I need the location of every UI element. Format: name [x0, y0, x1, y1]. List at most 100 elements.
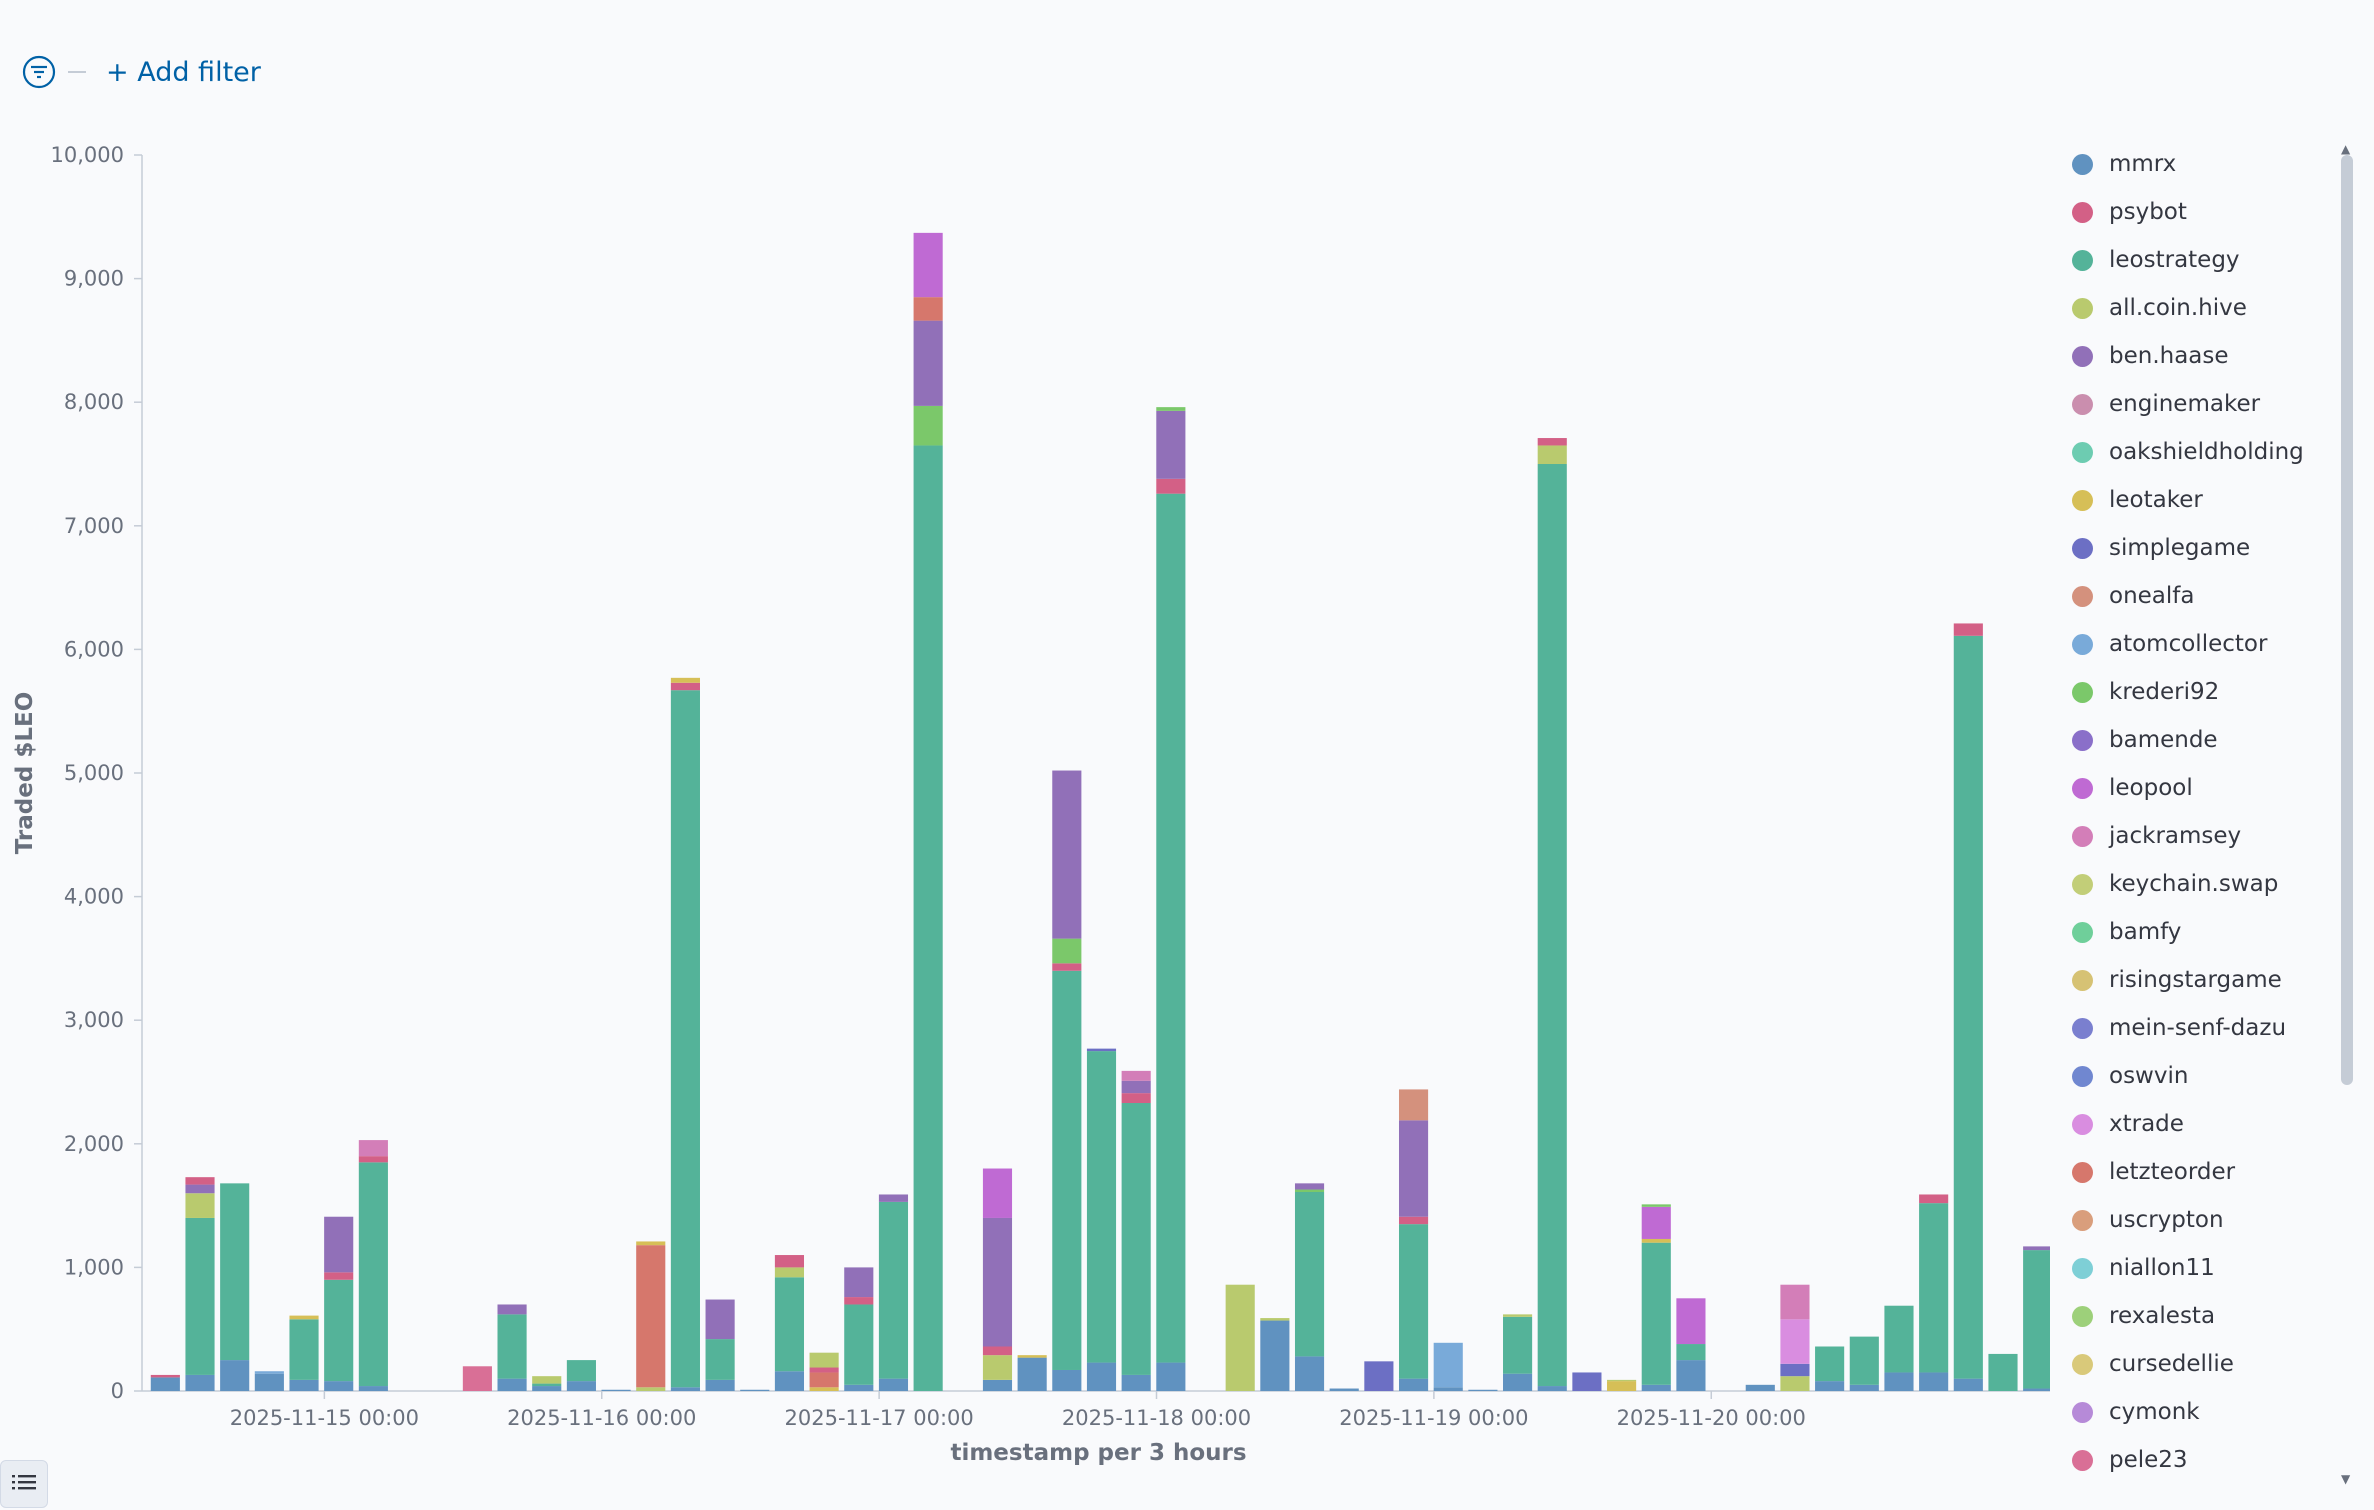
bar-stack-26[interactable]: [1052, 770, 1082, 1391]
bar-segment-leopool[interactable]: [982, 1168, 1013, 1218]
bar-segment-psybot[interactable]: [1953, 623, 1983, 636]
bar-segment-leostrategy[interactable]: [1884, 1305, 1914, 1373]
filter-icon[interactable]: [22, 55, 56, 89]
bar-segment-ben-haase[interactable]: [982, 1217, 1013, 1347]
bar-segment-jackramsey[interactable]: [1780, 1284, 1810, 1320]
bar-segment-leotaker[interactable]: [1017, 1355, 1047, 1358]
bar-stack-22[interactable]: [913, 232, 943, 1392]
legend-item-bamfy[interactable]: bamfy: [2066, 908, 2336, 956]
bar-stack-24[interactable]: [982, 1168, 1013, 1391]
bar-segment-mmrx[interactable]: [1017, 1357, 1047, 1391]
bar-segment-leostrategy[interactable]: [844, 1304, 874, 1385]
bar-segment-ben-haase[interactable]: [1121, 1080, 1151, 1094]
bar-segment-psybot[interactable]: [1919, 1194, 1949, 1204]
bar-stack-47[interactable]: [1780, 1284, 1810, 1391]
bar-segment-leostrategy[interactable]: [705, 1339, 735, 1380]
legend-item-pele23[interactable]: pele23: [2066, 1436, 2336, 1484]
bar-segment-leostrategy[interactable]: [1676, 1344, 1706, 1361]
bar-segment-mmrx[interactable]: [497, 1378, 527, 1391]
bar-segment-leostrategy[interactable]: [913, 445, 943, 1392]
legend-scrollbar-thumb[interactable]: [2341, 155, 2353, 1085]
bar-segment-mmrx[interactable]: [1676, 1360, 1706, 1391]
bar-segment-leostrategy[interactable]: [670, 690, 700, 1388]
legend-item-bamende[interactable]: bamende: [2066, 716, 2336, 764]
legend-item-onealfa[interactable]: onealfa: [2066, 572, 2336, 620]
legend-item-rexalesta[interactable]: rexalesta: [2066, 1292, 2336, 1340]
legend-item-cymonk[interactable]: cymonk: [2066, 1388, 2336, 1436]
bar-segment-mmrx[interactable]: [878, 1378, 909, 1391]
bar-segment-leostrategy[interactable]: [1537, 464, 1567, 1387]
bar-stack-20[interactable]: [844, 1267, 874, 1391]
bar-segment-mmrx[interactable]: [1745, 1384, 1775, 1391]
bar-segment-ben-haase[interactable]: [1294, 1183, 1325, 1190]
bar-segment-ben-haase[interactable]: [1398, 1120, 1429, 1217]
scroll-down-arrow-icon[interactable]: ▼: [2341, 1472, 2351, 1486]
bar-segment-psybot[interactable]: [185, 1177, 215, 1185]
bar-stack-10[interactable]: [497, 1304, 527, 1391]
bar-segment-mmrx[interactable]: [705, 1379, 735, 1391]
scroll-up-arrow-icon[interactable]: ▲: [2341, 142, 2351, 156]
bar-stack-2[interactable]: [220, 1183, 250, 1391]
bar-segment-letzteorder[interactable]: [809, 1372, 839, 1388]
bar-segment-mmrx[interactable]: [532, 1386, 562, 1391]
bar-stack-0[interactable]: [150, 1374, 180, 1391]
bar-stack-21[interactable]: [878, 1194, 909, 1391]
bar-segment-mmrx[interactable]: [1641, 1384, 1671, 1391]
bar-segment-mmrx[interactable]: [1919, 1372, 1949, 1391]
bar-segment-mmrx[interactable]: [1815, 1381, 1845, 1391]
bar-segment-psybot[interactable]: [150, 1374, 180, 1378]
bar-segment-pele23[interactable]: [462, 1366, 492, 1391]
bar-segment-mmrx[interactable]: [1433, 1387, 1463, 1391]
bar-segment-mmrx[interactable]: [982, 1379, 1013, 1391]
bar-segment-mmrx[interactable]: [1052, 1369, 1082, 1391]
bar-segment-atomcollector[interactable]: [1433, 1342, 1463, 1388]
legend-item-all-coin-hive[interactable]: all.coin.hive: [2066, 284, 2336, 332]
bar-segment-leostrategy[interactable]: [1052, 970, 1082, 1370]
bar-stack-28[interactable]: [1121, 1070, 1151, 1391]
bar-segment-leostrategy[interactable]: [185, 1217, 215, 1375]
bar-segment-all-coin-hive[interactable]: [1607, 1379, 1637, 1382]
bar-segment-ben-haase[interactable]: [1052, 770, 1082, 939]
bar-segment-leostrategy[interactable]: [566, 1360, 596, 1382]
legend-item-uscrypton[interactable]: uscrypton: [2066, 1196, 2336, 1244]
bar-segment-psybot[interactable]: [670, 682, 700, 691]
legend-item-leotaker[interactable]: leotaker: [2066, 476, 2336, 524]
bar-segment-leopool[interactable]: [913, 232, 943, 298]
bar-segment-ben-haase[interactable]: [497, 1304, 527, 1315]
legend-item-xtrade[interactable]: xtrade: [2066, 1100, 2336, 1148]
bar-segment-leostrategy[interactable]: [2023, 1250, 2050, 1389]
legend-item-letzteorder[interactable]: letzteorder: [2066, 1148, 2336, 1196]
bar-stack-43[interactable]: [1641, 1204, 1671, 1391]
legend-item-atomcollector[interactable]: atomcollector: [2066, 620, 2336, 668]
bar-segment-leostrategy[interactable]: [1641, 1242, 1671, 1385]
bar-segment-leostrategy[interactable]: [220, 1183, 250, 1361]
bar-segment-mmrx[interactable]: [150, 1377, 180, 1391]
bar-stack-17[interactable]: [740, 1389, 770, 1391]
bar-segment-mmrx[interactable]: [1537, 1386, 1567, 1391]
legend-item-enginemaker[interactable]: enginemaker: [2066, 380, 2336, 428]
bar-stack-54[interactable]: [2023, 1246, 2050, 1391]
bar-segment-leotaker[interactable]: [636, 1241, 666, 1246]
legend-item-jackramsey[interactable]: jackramsey: [2066, 812, 2336, 860]
bar-segment-all-coin-hive[interactable]: [982, 1355, 1013, 1380]
bar-segment-leotaker[interactable]: [1641, 1238, 1671, 1243]
bar-segment-all-coin-hive[interactable]: [1537, 445, 1567, 464]
bar-segment-leostrategy[interactable]: [1503, 1316, 1533, 1374]
legend-item-risingstargame[interactable]: risingstargame: [2066, 956, 2336, 1004]
bar-segment-all-coin-hive[interactable]: [809, 1352, 839, 1368]
bar-stack-4[interactable]: [289, 1315, 319, 1391]
bar-segment-leostrategy[interactable]: [1988, 1353, 2018, 1391]
bar-segment-leostrategy[interactable]: [1953, 635, 1983, 1379]
bar-segment-jackramsey[interactable]: [358, 1140, 388, 1157]
bar-segment-krederi92[interactable]: [913, 405, 943, 446]
bar-segment-krederi92[interactable]: [1156, 407, 1186, 411]
legend-item-mmrx[interactable]: mmrx: [2066, 140, 2336, 188]
legend-item-niallon11[interactable]: niallon11: [2066, 1244, 2336, 1292]
bar-segment-all-coin-hive[interactable]: [185, 1193, 215, 1218]
bar-segment-mmrx[interactable]: [601, 1389, 631, 1391]
bar-segment-all-coin-hive[interactable]: [774, 1267, 805, 1278]
legend-item-psybot[interactable]: psybot: [2066, 188, 2336, 236]
bar-segment-mmrx[interactable]: [670, 1387, 700, 1391]
bar-segment-leostrategy[interactable]: [324, 1279, 354, 1382]
bar-stack-27[interactable]: [1086, 1048, 1117, 1391]
